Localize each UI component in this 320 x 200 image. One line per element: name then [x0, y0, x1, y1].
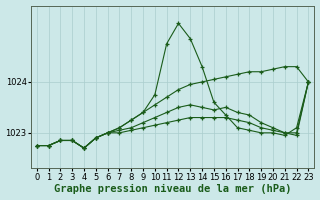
- X-axis label: Graphe pression niveau de la mer (hPa): Graphe pression niveau de la mer (hPa): [54, 184, 291, 194]
